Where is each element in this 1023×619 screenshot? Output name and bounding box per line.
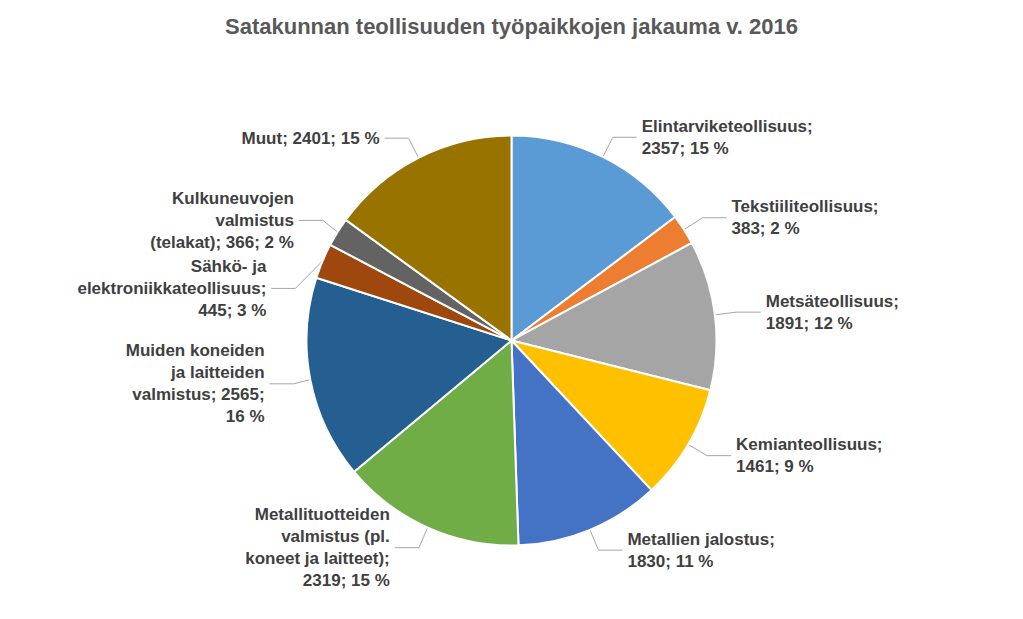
svg-text:1830; 11 %: 1830; 11 %: [627, 552, 713, 571]
svg-text:(telakat); 366; 2 %: (telakat); 366; 2 %: [150, 233, 294, 252]
svg-text:ja laitteiden: ja laitteiden: [170, 363, 265, 382]
svg-text:koneet ja laitteet);: koneet ja laitteet);: [245, 549, 390, 568]
svg-text:Sähkö- ja: Sähkö- ja: [191, 257, 267, 276]
svg-text:valmistus: valmistus: [215, 211, 293, 230]
svg-text:Metallien jalostus;: Metallien jalostus;: [627, 530, 774, 549]
svg-text:elektroniikkateollisuus;: elektroniikkateollisuus;: [77, 279, 266, 298]
svg-text:445; 3 %: 445; 3 %: [198, 301, 266, 320]
svg-text:1461; 9 %: 1461; 9 %: [736, 457, 814, 476]
svg-text:valmistus; 2565;: valmistus; 2565;: [132, 385, 264, 404]
svg-text:383; 2 %: 383; 2 %: [731, 219, 799, 238]
svg-text:Muut; 2401; 15 %: Muut; 2401; 15 %: [242, 129, 380, 148]
svg-text:valmistus (pl.: valmistus (pl.: [281, 527, 390, 546]
svg-text:Tekstiiliteollisuus;: Tekstiiliteollisuus;: [731, 197, 878, 216]
svg-text:2357; 15 %: 2357; 15 %: [642, 139, 729, 158]
svg-text:2319; 15 %: 2319; 15 %: [303, 571, 390, 590]
svg-text:16 %: 16 %: [226, 407, 265, 426]
svg-text:Satakunnan teollisuuden työpai: Satakunnan teollisuuden työpaikkojen jak…: [225, 14, 798, 39]
svg-text:Metsäteollisuus;: Metsäteollisuus;: [766, 292, 899, 311]
svg-text:Muiden koneiden: Muiden koneiden: [126, 341, 265, 360]
svg-text:Kemianteollisuus;: Kemianteollisuus;: [736, 435, 882, 454]
svg-text:Kulkuneuvojen: Kulkuneuvojen: [172, 189, 294, 208]
svg-text:1891; 12 %: 1891; 12 %: [766, 314, 853, 333]
svg-text:Elintarviketeollisuus;: Elintarviketeollisuus;: [642, 117, 813, 136]
svg-text:Metallituotteiden: Metallituotteiden: [255, 505, 390, 524]
